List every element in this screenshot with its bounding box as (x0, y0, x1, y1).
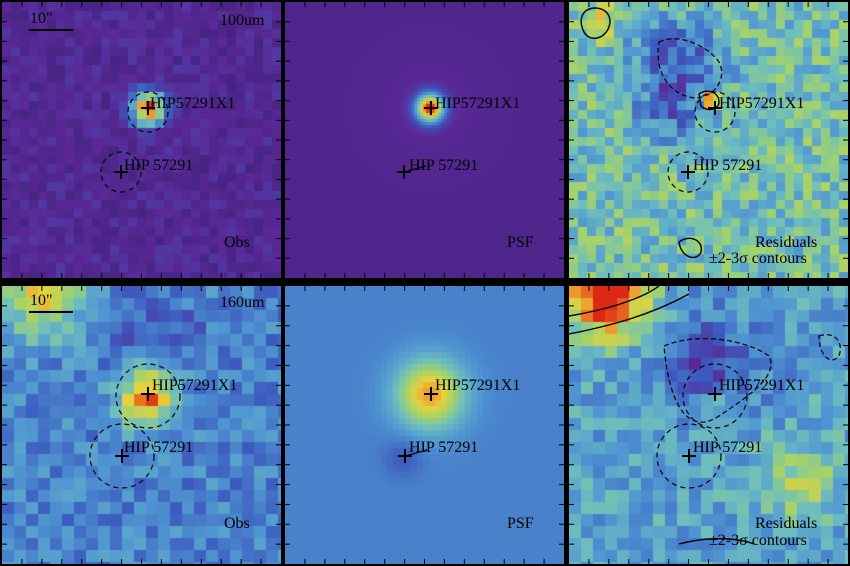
source-label-secondary: HIP 57291 (124, 439, 194, 456)
source-label-primary: HIP57291X1 (435, 95, 521, 112)
panel-160um-residuals: HIP57291X1 HIP 57291 Residuals ±2-3σ con… (569, 286, 848, 564)
source-label-secondary: HIP 57291 (693, 157, 763, 174)
panel-160um-obs: 10" 160um HIP57291X1 HIP 57291 Obs (2, 286, 281, 564)
scale-label: 10" (30, 10, 53, 27)
panel-100um-residuals: HIP57291X1 HIP 57291 Residuals ±2-3σ con… (569, 2, 848, 278)
panel-caption: Obs (224, 515, 250, 532)
map-100um-obs (2, 2, 281, 278)
panel-caption: PSF (507, 515, 534, 532)
source-label-secondary: HIP 57291 (124, 157, 194, 174)
panel-100um-psf: HIP57291X1 HIP 57291 PSF (285, 2, 564, 278)
scale-bar (29, 311, 73, 313)
band-label: 100um (220, 12, 265, 29)
source-label-primary: HIP57291X1 (719, 95, 805, 112)
scale-bar (29, 29, 73, 31)
source-label-primary: HIP57291X1 (152, 377, 238, 394)
panel-caption-secondary: ±2-3σ contours (709, 532, 807, 549)
panel-caption: Obs (224, 234, 250, 251)
scale-label: 10" (30, 292, 53, 309)
map-100um-psf (285, 2, 564, 278)
panel-160um-psf: HIP57291X1 HIP 57291 PSF (285, 286, 564, 564)
panel-caption-secondary: ±2-3σ contours (709, 250, 807, 267)
band-label: 160um (220, 294, 265, 311)
source-label-secondary: HIP 57291 (693, 439, 763, 456)
map-160um-psf (285, 286, 564, 564)
panel-caption: Residuals (755, 515, 818, 532)
source-label-secondary: HIP 57291 (409, 157, 479, 174)
source-label-secondary: HIP 57291 (409, 439, 479, 456)
source-label-primary: HIP57291X1 (150, 95, 236, 112)
source-label-primary: HIP57291X1 (435, 377, 521, 394)
source-label-primary: HIP57291X1 (719, 377, 805, 394)
panel-100um-obs: 10" 100um HIP57291X1 HIP 57291 Obs (2, 2, 281, 278)
panel-caption: PSF (507, 234, 534, 251)
panel-caption: Residuals (755, 234, 818, 251)
